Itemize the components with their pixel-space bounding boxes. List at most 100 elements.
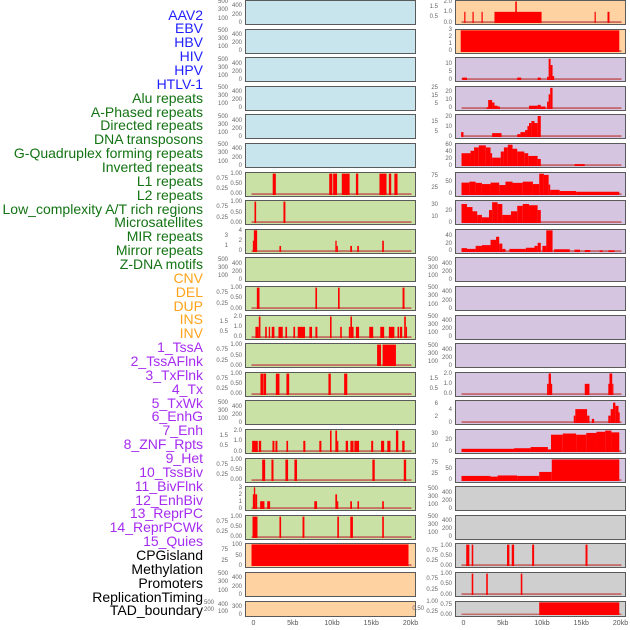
y-tick-label: 1.0: [443, 381, 452, 388]
data-bar: [371, 440, 374, 452]
data-bar: [490, 476, 498, 481]
y-tick-label: 10: [445, 123, 452, 130]
track-label: 11_BivFlnk: [134, 477, 203, 494]
y-tick-label: 1: [224, 243, 228, 250]
data-bar: [474, 147, 479, 166]
y-tick-label: 0.00: [230, 219, 242, 226]
y-tick-label: 15: [431, 93, 438, 100]
y-tick-label: 0.00: [440, 611, 452, 618]
data-bar: [252, 240, 255, 252]
track-panel: [455, 486, 626, 512]
track-panel: [245, 343, 416, 369]
data-bar: [496, 236, 500, 252]
data-bar: [382, 516, 384, 538]
data-bar: [586, 432, 597, 452]
data-bar: [550, 383, 553, 395]
track-plot: [456, 516, 624, 538]
data-bar: [548, 184, 551, 195]
y-tick-label: 100: [217, 101, 228, 108]
y-tick-label: 1.0: [233, 438, 242, 445]
data-bar: [509, 248, 526, 252]
data-bar: [319, 440, 322, 452]
y-tick-label: 0.50: [440, 552, 452, 559]
y-tick-label: 200: [231, 68, 242, 75]
track-plot: [251, 316, 412, 338]
y-tick-label: 100: [217, 587, 228, 594]
y-tick-label: 0.75: [216, 376, 228, 383]
data-bar: [607, 11, 610, 23]
track-plot: [456, 344, 624, 366]
data-bar: [550, 87, 553, 109]
data-bar: [475, 245, 482, 252]
y-tick-label: 0.5: [429, 14, 438, 21]
data-bar: [271, 459, 274, 481]
baseline: [251, 392, 412, 395]
y-tick-label: 10: [431, 442, 438, 449]
track-label: Low_complexity A/T rich regions: [2, 200, 204, 217]
data-bar: [550, 189, 560, 195]
y-tick-label: 200: [441, 354, 452, 361]
y-tick-label: 300: [217, 264, 228, 271]
y-tick-label: 0.50: [230, 381, 242, 388]
y-tick-label: 50: [445, 465, 452, 472]
track-label: HPV: [174, 61, 203, 78]
y-tick-label: 0.50: [440, 581, 452, 588]
y-tick-label: 400: [441, 289, 452, 296]
data-bar: [550, 65, 553, 81]
track-label: Z-DNA motifs: [119, 255, 203, 272]
y-tick-label: 500: [427, 342, 438, 349]
y-tick-label: 6: [434, 400, 438, 407]
y-tick-label: 1.00: [440, 571, 452, 578]
track-panel: [245, 314, 416, 340]
data-bar: [340, 326, 342, 338]
y-tick-label: 0: [448, 362, 452, 369]
y-tick-label: 2.0: [233, 313, 242, 320]
data-bar: [537, 159, 541, 166]
track-plot: [456, 316, 624, 338]
track-panel: [455, 114, 626, 140]
y-tick-label: 0: [448, 448, 452, 455]
baseline: [251, 249, 412, 252]
data-bar: [537, 104, 541, 109]
track-plot: [461, 1, 622, 23]
data-bar: [576, 434, 587, 452]
data-bar: [492, 102, 495, 109]
track-panel: [455, 200, 626, 226]
track-label: Promoters: [138, 574, 203, 591]
y-tick-label: 0.50: [230, 209, 242, 216]
track-plot: [246, 115, 414, 137]
data-bar: [252, 516, 258, 538]
track-plot: [461, 144, 622, 166]
y-tick-label: 75: [431, 459, 438, 466]
y-tick-label: 0.25: [216, 300, 228, 307]
data-bar: [575, 409, 588, 424]
baseline: [461, 392, 622, 395]
track-plot: [461, 545, 622, 567]
y-tick-label: 200: [231, 125, 242, 132]
data-bar: [268, 326, 271, 338]
data-bar: [542, 245, 547, 252]
y-tick-label: 0.0: [443, 19, 452, 26]
y-tick-label: 200: [231, 268, 242, 275]
track-panel: [455, 28, 626, 54]
y-tick-label: 0.25: [216, 529, 228, 536]
data-bar: [470, 150, 475, 166]
y-tick-label: 0: [238, 105, 242, 112]
data-bar: [497, 475, 518, 481]
data-bar: [522, 181, 533, 195]
y-tick-label: 500: [427, 285, 438, 292]
data-bar: [351, 326, 354, 338]
data-bar: [608, 383, 610, 395]
y-tick-label: 1.00: [230, 370, 242, 377]
y-tick-label: 100: [217, 158, 228, 165]
y-tick-label: 100: [427, 358, 438, 365]
y-tick-label: 0.50: [230, 352, 242, 359]
y-tick-label: 1.0: [443, 9, 452, 16]
y-tick-label: 500: [427, 313, 438, 320]
y-tick-label: 500: [217, 256, 228, 263]
data-bar: [348, 326, 351, 338]
data-bar: [534, 123, 538, 138]
y-tick-label: 0.75: [426, 576, 438, 583]
data-bar: [537, 210, 541, 224]
y-tick-label: 2: [434, 413, 438, 420]
